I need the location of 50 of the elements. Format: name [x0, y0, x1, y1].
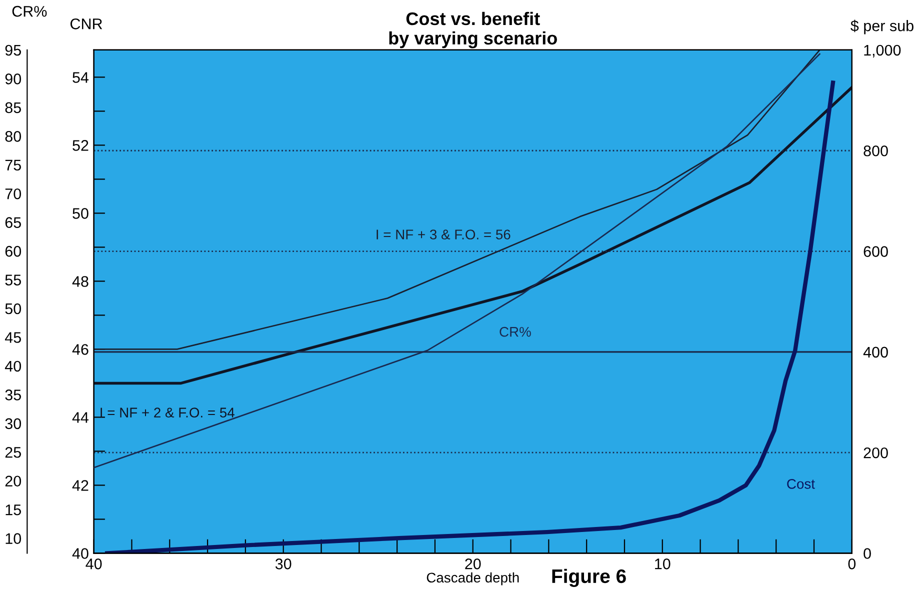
y2-axis-title: $ per sub: [850, 20, 914, 34]
x-tick-label: 30: [275, 558, 292, 570]
series-label: CR%: [500, 326, 531, 337]
y-axis-title: CNR: [70, 18, 102, 30]
y3-tick-label: 30: [5, 418, 22, 430]
y-tick-label: 50: [72, 208, 88, 219]
caption: Figure 6: [552, 568, 626, 588]
y3-tick-label: 10: [6, 533, 22, 544]
y3-tick-label: 90: [5, 74, 22, 84]
y2-tick-label: 200: [864, 447, 888, 458]
y3-axis-title: CR%: [12, 6, 47, 17]
y3-tick-label: 35: [5, 390, 21, 400]
y3-tick-label: 95: [5, 44, 21, 56]
y3-tick-label: 40: [4, 360, 22, 372]
y-tick-label: 44: [72, 412, 89, 423]
y-tick-label: 40: [72, 548, 88, 559]
y3-tick-label: 25: [5, 446, 21, 458]
y2-tick-label: 1,000: [864, 44, 901, 58]
y3-tick-label: 80: [5, 131, 22, 142]
line-series: [94, 50, 820, 350]
y2-tick-label: 0: [864, 548, 871, 559]
text: Cost: [787, 479, 815, 489]
y3-tick-label: 65: [5, 217, 21, 228]
y-tick-label: 48: [72, 276, 88, 287]
x-tick-label: 10: [655, 558, 670, 570]
line-series: [94, 86, 852, 385]
series-label: I = NF + 2 & F.O. = 54: [100, 408, 234, 418]
x-tick-label: 40: [86, 558, 102, 570]
x-tick-label: 20: [465, 558, 481, 570]
y-tick-label: 54: [72, 72, 89, 83]
y3-tick-label: 20: [5, 476, 22, 487]
y2-tick-label: 800: [864, 145, 888, 156]
y3-tick-label: 50: [5, 303, 22, 314]
y3-tick-label: 60: [5, 246, 22, 257]
line-series: [105, 80, 836, 554]
y-tick-label: 52: [72, 140, 88, 151]
y2-tick-label: 600: [864, 246, 888, 257]
y3-tick-label: 55: [5, 274, 21, 286]
y2-tick-label: 400: [863, 346, 888, 358]
y-tick-label: 46: [72, 344, 88, 355]
x-axis-title: Cascade depth: [426, 572, 519, 586]
x-tick-label: 0: [848, 558, 856, 570]
y3-tick-label: 15: [6, 504, 21, 516]
y-tick-label: 42: [72, 480, 88, 491]
y3-tick-label: 75: [5, 160, 21, 171]
y3-tick-label: 70: [5, 188, 22, 200]
y3-tick-label: 85: [5, 102, 21, 114]
chart-title: Cost vs. benefit by varying scenario: [389, 12, 557, 48]
y3-tick-label: 45: [4, 332, 21, 343]
series-label: I = NF + 3 & F.O. = 56: [376, 230, 510, 240]
